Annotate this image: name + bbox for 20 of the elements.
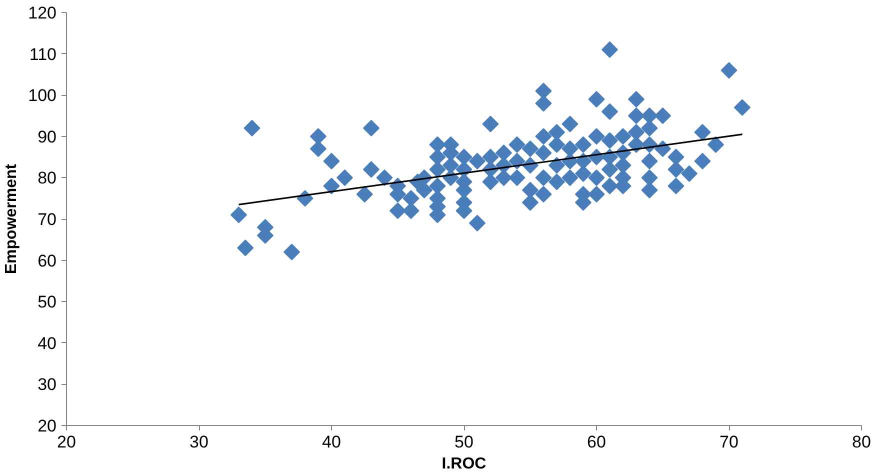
y-tick-label: 50 bbox=[38, 292, 57, 312]
x-axis-title: I.ROC bbox=[442, 456, 487, 472]
y-tick-label: 110 bbox=[29, 44, 57, 64]
x-tick-label: 70 bbox=[720, 432, 738, 452]
y-tick-label: 70 bbox=[38, 210, 57, 229]
x-tick-label: 80 bbox=[852, 432, 871, 452]
y-tick-label: 40 bbox=[38, 334, 57, 353]
x-tick-label: 30 bbox=[190, 432, 208, 452]
x-tick-label: 60 bbox=[587, 432, 606, 452]
y-tick-label: 100 bbox=[28, 86, 57, 106]
y-tick-label: 20 bbox=[38, 416, 57, 436]
y-axis-title: Empowerment bbox=[3, 163, 20, 274]
y-tick-label: 90 bbox=[38, 127, 57, 146]
x-tick-label: 50 bbox=[454, 432, 474, 452]
x-tick-label: 40 bbox=[322, 432, 341, 452]
y-tick-label: 120 bbox=[28, 4, 57, 22]
y-tick-label: 30 bbox=[38, 375, 57, 394]
y-tick-label: 80 bbox=[38, 168, 57, 188]
y-tick-label: 60 bbox=[38, 251, 57, 270]
x-tick-label: 20 bbox=[57, 432, 76, 452]
